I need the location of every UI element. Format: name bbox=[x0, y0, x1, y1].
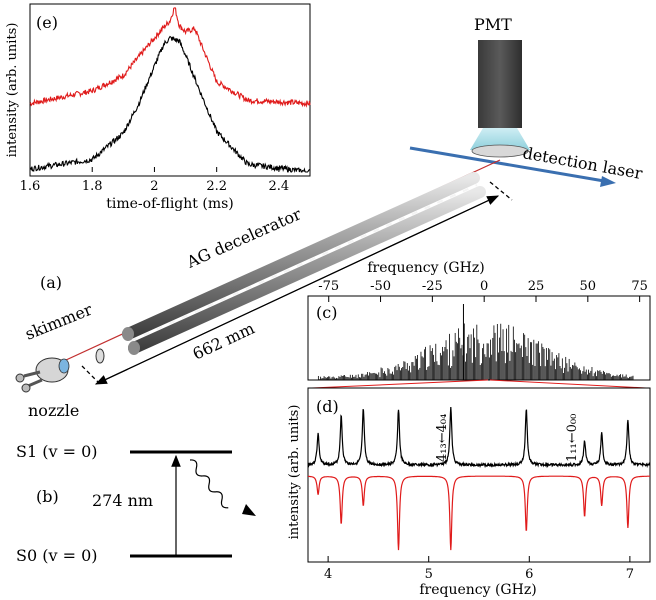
wavelength-label: 274 nm bbox=[92, 491, 153, 510]
panel-c-top-ticks: -75 -50 -25 0 25 50 75 bbox=[318, 279, 648, 302]
panel-e-ylabel: intensity (arb. units) bbox=[5, 23, 20, 158]
panel-d-experiment-trace bbox=[307, 406, 651, 469]
panel-e-tick-label: 2.2 bbox=[206, 179, 227, 194]
panel-d-ylabel: intensity (arb. units) bbox=[287, 405, 302, 540]
panel-c-tick-label: 75 bbox=[631, 279, 648, 294]
zoom-connector-right bbox=[489, 379, 647, 389]
panel-c-tick-label: 25 bbox=[528, 279, 545, 294]
panel-c-tick-label: -50 bbox=[370, 279, 391, 294]
panel-e-tick-label: 2 bbox=[150, 179, 158, 194]
transition-label-1: 4₁₃←4₀₄ bbox=[435, 414, 450, 462]
zoom-connector-left bbox=[311, 379, 489, 389]
detection-marker bbox=[489, 181, 513, 201]
panel-b-tag: (b) bbox=[36, 487, 59, 506]
panel-e-xticks: 1.6 1.8 2 2.2 2.4 bbox=[20, 167, 290, 194]
panel-e: (e) 1.6 1.8 2 2.2 2.4 time-of-flight (ms) in… bbox=[5, 3, 311, 212]
fluorescence-wave bbox=[189, 459, 229, 509]
panel-d-tick-label: 5 bbox=[425, 567, 433, 582]
panel-a-tag: (a) bbox=[40, 273, 62, 292]
skimmer-label: skimmer bbox=[22, 300, 95, 344]
panel-c-tick-label: -25 bbox=[422, 279, 443, 294]
decelerator-rod-top bbox=[122, 172, 480, 340]
panel-d-xticks: 4 5 6 7 bbox=[324, 556, 634, 582]
pmt-lens bbox=[471, 144, 529, 158]
pmt-label: PMT bbox=[474, 15, 512, 34]
skimmer-cone bbox=[95, 348, 105, 364]
panel-d-xlabel: frequency (GHz) bbox=[419, 582, 536, 598]
transition-label-2: 1₁₁←0₀₀ bbox=[565, 414, 580, 462]
panel-e-tick-label: 2.4 bbox=[269, 179, 290, 194]
panel-c: frequency (GHz) -75 -50 -25 0 25 50 75 (c) bbox=[307, 260, 651, 389]
panel-c-tick-label: -75 bbox=[318, 279, 339, 294]
panel-c-tick-label: 0 bbox=[480, 279, 488, 294]
detection-laser-beam bbox=[409, 146, 611, 184]
panel-c-tick-label: 50 bbox=[580, 279, 597, 294]
panel-d-tick-label: 4 bbox=[324, 567, 332, 582]
panel-d-simulation-trace bbox=[308, 475, 650, 551]
rod-end-top bbox=[122, 327, 134, 341]
panel-d: (d) intensity (arb. units) 4 5 6 7 frequenc… bbox=[287, 387, 651, 598]
panel-e-frame bbox=[29, 3, 311, 177]
fluorescence-arrow-icon bbox=[242, 504, 256, 516]
panel-e-red-trace bbox=[29, 7, 311, 108]
nozzle-icon bbox=[15, 357, 70, 393]
panel-e-xlabel: time-of-flight (ms) bbox=[106, 196, 234, 212]
rod-end-bottom bbox=[128, 341, 140, 355]
panel-d-frame bbox=[307, 387, 651, 563]
panel-d-tick-label: 7 bbox=[626, 567, 634, 582]
distance-arrow-back bbox=[94, 195, 499, 385]
laser-arrow-icon bbox=[600, 176, 616, 187]
panel-c-tag: (c) bbox=[316, 303, 337, 322]
panel-e-tag: (e) bbox=[36, 13, 58, 32]
panel-e-tick-label: 1.6 bbox=[20, 179, 41, 194]
distance-label: 662 mm bbox=[190, 319, 258, 364]
lower-level-label: S0 (v = 0) bbox=[16, 546, 98, 565]
ag-decelerator bbox=[122, 172, 486, 355]
panel-d-tag: (d) bbox=[316, 397, 339, 416]
panel-b: S1 (v = 0) S0 (v = 0) (b) 274 nm bbox=[16, 442, 256, 565]
panel-c-top-axis-label: frequency (GHz) bbox=[367, 260, 484, 276]
nozzle-marker bbox=[81, 365, 101, 385]
panel-c-spectrum bbox=[317, 304, 634, 380]
pmt-body bbox=[478, 40, 522, 128]
decelerator-rod-bottom bbox=[128, 186, 486, 354]
panel-d-tick-label: 6 bbox=[525, 567, 533, 582]
upper-level-label: S1 (v = 0) bbox=[16, 442, 98, 461]
pmt-light-cone bbox=[470, 128, 530, 150]
panel-e-tick-label: 1.8 bbox=[82, 179, 103, 194]
panel-e-black-trace bbox=[29, 35, 311, 173]
nozzle-label: nozzle bbox=[28, 401, 79, 420]
